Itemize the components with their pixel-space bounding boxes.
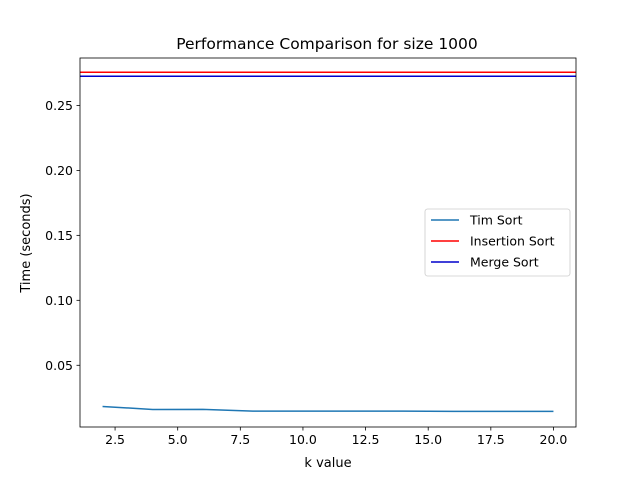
series-line-tim-sort bbox=[102, 405, 554, 413]
x-tick-label: 10.0 bbox=[289, 432, 317, 447]
x-tick-label: 17.5 bbox=[477, 432, 505, 447]
plot-frame bbox=[79, 57, 577, 428]
x-tick-label: 20.0 bbox=[540, 432, 568, 447]
x-tick-label: 2.5 bbox=[105, 432, 125, 447]
x-tick-label: 7.5 bbox=[230, 432, 250, 447]
legend-label: Insertion Sort bbox=[470, 234, 555, 249]
x-tick-label: 15.0 bbox=[414, 432, 442, 447]
legend-label: Merge Sort bbox=[470, 255, 539, 270]
y-axis: 0.05 0.10 0.15 0.20 0.25 bbox=[45, 98, 80, 373]
y-axis-label: Time (seconds) bbox=[19, 193, 34, 293]
plot-area bbox=[79, 57, 577, 428]
x-tick-label: 12.5 bbox=[352, 432, 380, 447]
legend-box bbox=[424, 208, 571, 277]
legend-label: Tim Sort bbox=[469, 213, 523, 228]
y-tick-label: 0.15 bbox=[45, 228, 73, 243]
x-axis-label: k value bbox=[304, 456, 351, 471]
y-tick-label: 0.10 bbox=[45, 293, 73, 308]
y-tick-label: 0.20 bbox=[45, 163, 73, 178]
y-tick-label: 0.25 bbox=[45, 98, 73, 113]
x-axis: 2.5 5.0 7.5 10.0 12.5 15.0 17.5 20.0 bbox=[105, 427, 567, 447]
chart-title: Performance Comparison for size 1000 bbox=[176, 35, 478, 53]
y-tick-label: 0.05 bbox=[45, 358, 73, 373]
x-tick-label: 5.0 bbox=[168, 432, 188, 447]
legend: Tim Sort Insertion Sort Merge Sort bbox=[424, 208, 571, 277]
